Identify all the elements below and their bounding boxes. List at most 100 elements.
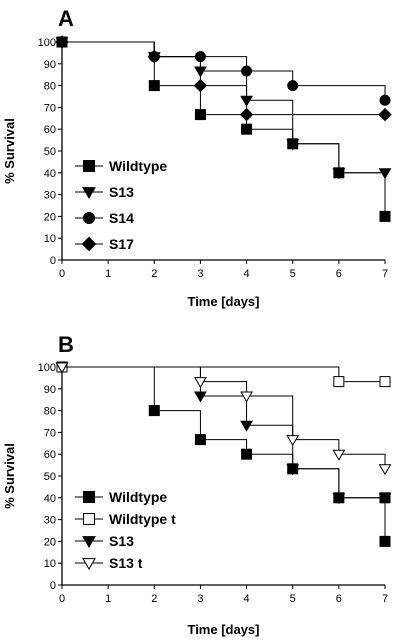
data-point — [378, 464, 392, 476]
legend-label: S13 t — [109, 555, 143, 571]
legend-marker — [83, 212, 95, 224]
x-tick-label: 3 — [197, 268, 203, 280]
x-tick-label: 6 — [336, 268, 342, 280]
legend-label: S17 — [109, 236, 134, 252]
x-tick-label: 5 — [290, 268, 296, 280]
y-tick-label: 0 — [50, 255, 56, 267]
y-tick-label: 100 — [38, 362, 56, 374]
x-tick-label: 6 — [336, 593, 342, 605]
y-tick-label: 80 — [44, 81, 56, 93]
series-line — [62, 41, 385, 174]
data-point — [55, 362, 69, 374]
y-tick-label: 0 — [50, 580, 56, 592]
data-point — [240, 391, 253, 403]
legend-entry: S17 — [75, 236, 134, 252]
y-tick-label: 100 — [38, 37, 56, 49]
legend-label: Wildtype — [109, 158, 167, 174]
y-tick-label: 70 — [44, 102, 56, 114]
data-point — [194, 377, 207, 389]
data-point — [148, 405, 160, 417]
y-tick-label: 30 — [44, 515, 56, 527]
x-tick-label: 0 — [59, 268, 65, 280]
x-tick-label: 4 — [244, 268, 250, 280]
panel-label: B — [58, 332, 74, 357]
data-point — [332, 493, 346, 505]
x-tick-label: 2 — [151, 593, 157, 605]
x-tick-label: 2 — [151, 268, 157, 280]
series-wildtype — [56, 36, 391, 222]
x-tick-label: 1 — [105, 593, 111, 605]
data-point — [286, 464, 300, 476]
legend-label: S14 — [109, 210, 134, 226]
x-tick-label: 4 — [244, 593, 250, 605]
data-point — [241, 123, 253, 135]
y-tick-label: 30 — [44, 190, 56, 202]
legend-marker — [83, 160, 95, 172]
series-s17 — [55, 35, 392, 122]
y-tick-label: 10 — [44, 558, 56, 570]
legend-label: S13 — [109, 533, 134, 549]
legend-label: Wildtype — [109, 489, 167, 505]
data-point — [147, 49, 161, 64]
y-tick-label: 50 — [44, 146, 56, 158]
y-tick-label: 40 — [44, 493, 56, 505]
data-point — [193, 78, 208, 93]
y-axis-title: % Survival — [2, 118, 17, 184]
legend-entry: S13 — [75, 533, 134, 549]
panel-label: A — [58, 6, 74, 31]
data-point — [333, 376, 345, 388]
x-tick-label: 1 — [105, 268, 111, 280]
series-line — [62, 41, 385, 116]
panel-a: A 0 10 20 30 40 50 60 70 80 90 100 0 1 2 3 4 5 6 7 Time [day… — [2, 6, 392, 309]
data-point — [286, 435, 300, 447]
x-tick-label: 3 — [197, 593, 203, 605]
y-tick-label: 60 — [44, 124, 56, 136]
legend-entry: S13 t — [75, 555, 143, 571]
data-point — [378, 107, 392, 122]
data-point — [194, 109, 206, 121]
legend: Wildtype Wildtype t S13 S13 t — [75, 489, 176, 571]
data-point — [194, 434, 206, 446]
series-wildtype-t — [56, 361, 391, 388]
data-point — [379, 376, 391, 388]
y-tick-label: 50 — [44, 471, 56, 483]
data-point — [379, 94, 391, 106]
x-axis-title: Time [days] — [187, 294, 259, 309]
data-point — [332, 449, 346, 461]
series-line — [62, 366, 386, 469]
data-point — [240, 420, 253, 432]
x-tick-label: 7 — [382, 268, 388, 280]
y-axis-title: % Survival — [2, 443, 17, 509]
data-point — [378, 493, 392, 505]
data-point — [379, 535, 391, 547]
y-tick-label: 60 — [44, 449, 56, 461]
x-tick-label: 5 — [290, 593, 296, 605]
legend-marker — [82, 187, 96, 200]
legend-label: S13 — [109, 184, 134, 200]
legend: Wildtype S13 S14 S17 — [75, 158, 167, 252]
legend-marker — [83, 491, 95, 503]
series-s13-t — [55, 362, 392, 476]
data-point — [55, 35, 69, 49]
panel-b: B 0 10 20 30 40 50 60 70 80 90 100 0 1 2 3 4 5 6 7 Time [day… — [2, 332, 392, 637]
legend-entry: Wildtype — [75, 158, 167, 174]
legend-marker — [82, 558, 96, 571]
y-tick-label: 70 — [44, 427, 56, 439]
x-tick-label: 0 — [59, 593, 65, 605]
series-s13 — [55, 37, 392, 180]
legend-marker — [82, 536, 96, 549]
data-point — [241, 65, 253, 77]
y-tick-label: 20 — [44, 211, 56, 223]
legend-entry: S14 — [75, 210, 134, 226]
x-tick-label: 7 — [382, 593, 388, 605]
legend-entry: Wildtype t — [75, 511, 176, 527]
data-point — [286, 139, 300, 151]
data-point — [287, 80, 299, 92]
data-point — [239, 107, 254, 122]
legend-marker — [83, 513, 95, 525]
data-point — [194, 391, 207, 403]
y-tick-label: 20 — [44, 536, 56, 548]
legend-marker — [81, 236, 97, 252]
y-tick-label: 80 — [44, 406, 56, 418]
